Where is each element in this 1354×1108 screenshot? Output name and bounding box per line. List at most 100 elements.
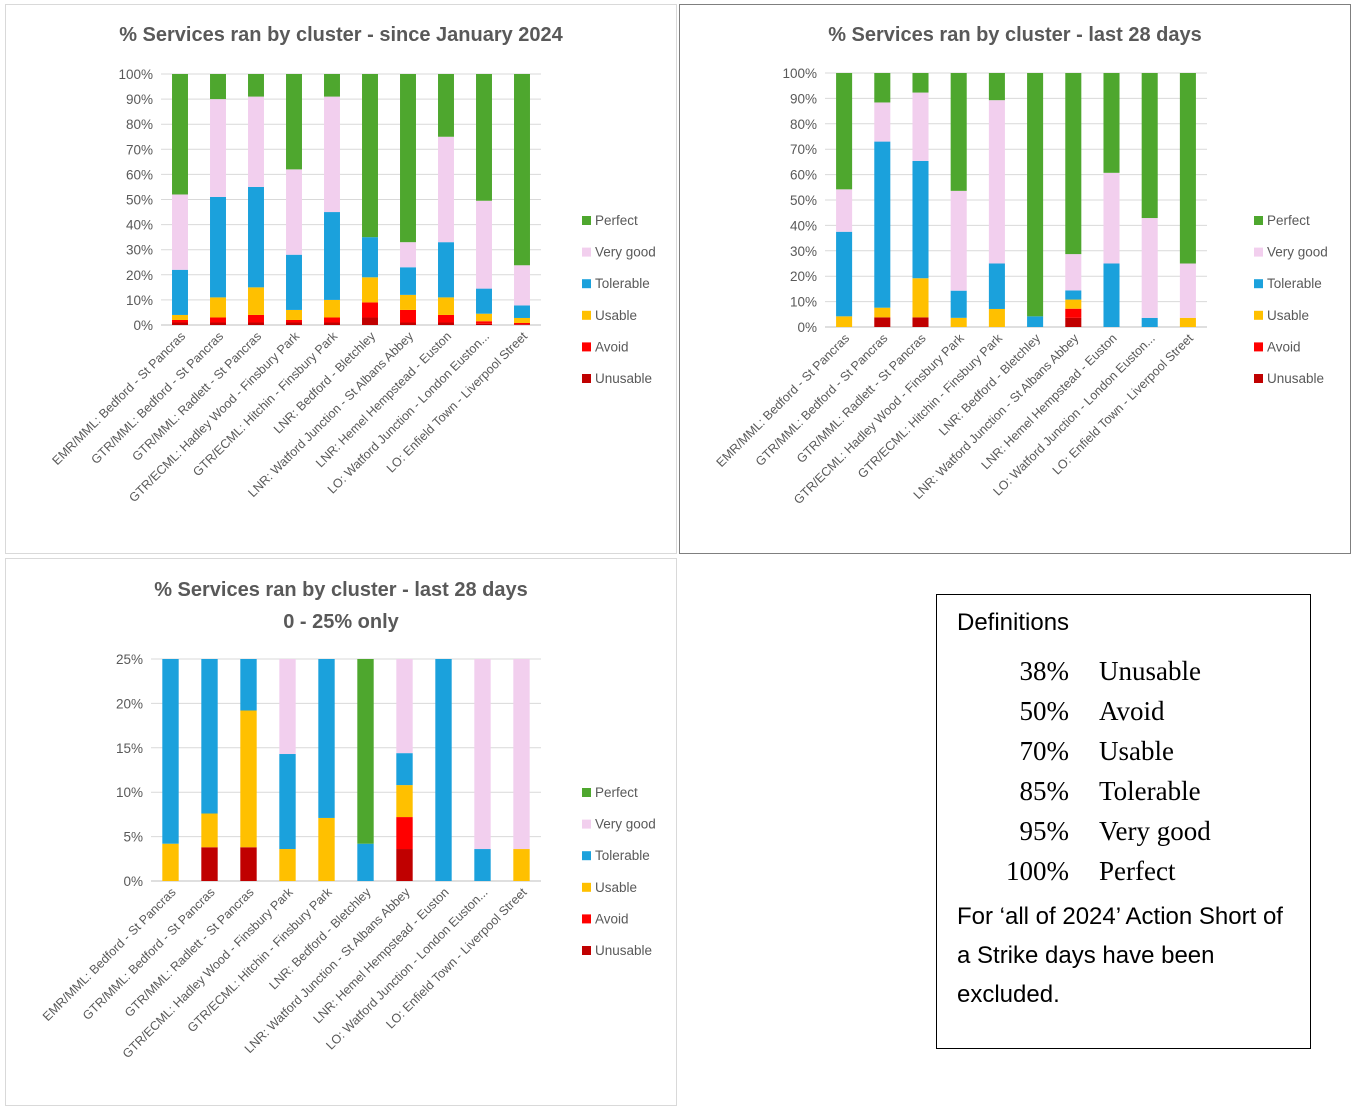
y-tick-label: 40% bbox=[126, 218, 153, 233]
bar-segment-tolerable bbox=[474, 849, 491, 881]
bar-segment-avoid bbox=[1065, 308, 1082, 318]
bar-segment-unusable bbox=[248, 322, 264, 325]
bar-segment-tolerable bbox=[324, 212, 340, 300]
bar-segment-avoid bbox=[400, 309, 416, 323]
bar-segment-very-good bbox=[400, 242, 416, 268]
legend-label-avoid: Avoid bbox=[595, 339, 629, 354]
bar-segment-perfect bbox=[248, 74, 264, 97]
bar-segment-tolerable bbox=[279, 754, 296, 850]
bar-segment-usable bbox=[950, 317, 967, 327]
bar-segment-very-good bbox=[988, 100, 1005, 264]
bar-segment-perfect bbox=[400, 74, 416, 243]
bar-segment-avoid bbox=[362, 302, 378, 318]
bar-segment-usable bbox=[988, 308, 1005, 327]
bar-segment-unusable bbox=[1065, 317, 1082, 327]
bar-segment-perfect bbox=[1103, 73, 1120, 173]
legend-label-avoid: Avoid bbox=[1267, 339, 1301, 354]
legend-swatch-unusable bbox=[582, 374, 591, 383]
definition-threshold: 70% bbox=[1019, 736, 1070, 766]
y-tick-label: 100% bbox=[782, 66, 817, 81]
x-category-label: LO: Enfield Town - Liverpool Street bbox=[1050, 331, 1197, 478]
x-category-label: GTR/ECML: Hitchin - Finsbury Park bbox=[185, 885, 335, 1035]
bar-segment-usable bbox=[438, 297, 454, 315]
definition-row: 100% Perfect bbox=[957, 851, 1290, 891]
x-category-label: LO: Enfield Town - Liverpool Street bbox=[383, 885, 530, 1032]
bar-segment-perfect bbox=[1065, 73, 1082, 255]
bar-segment-unusable bbox=[514, 324, 530, 325]
bar-segment-usable bbox=[240, 710, 257, 848]
legend-swatch-usable bbox=[582, 310, 591, 320]
bar-segment-tolerable bbox=[201, 659, 218, 814]
legend-swatch-avoid bbox=[582, 914, 591, 924]
bar-segment-perfect bbox=[286, 74, 302, 170]
definition-threshold: 95% bbox=[1019, 816, 1070, 846]
y-tick-label: 80% bbox=[790, 117, 817, 132]
legend-swatch-tolerable bbox=[1254, 279, 1263, 289]
y-tick-label: 10% bbox=[116, 785, 143, 800]
bar-segment-perfect bbox=[912, 73, 929, 93]
bar-segment-tolerable bbox=[912, 160, 929, 279]
bar-segment-unusable bbox=[324, 322, 340, 325]
bar-segment-tolerable bbox=[1027, 316, 1044, 327]
legend-label-unusable: Unusable bbox=[1267, 371, 1324, 386]
bar-segment-usable bbox=[396, 785, 413, 818]
bar-segment-very-good bbox=[513, 659, 530, 850]
bar-segment-usable bbox=[362, 277, 378, 303]
definition-label: Unusable bbox=[1099, 656, 1201, 686]
bar-segment-perfect bbox=[362, 74, 378, 238]
bar-segment-usable bbox=[210, 297, 226, 318]
definitions-note: For ‘all of 2024’ Action Short of a Stri… bbox=[957, 903, 1283, 1008]
bar-segment-tolerable bbox=[435, 659, 452, 881]
legend-label-unusable: Unusable bbox=[595, 371, 652, 386]
bar-segment-very-good bbox=[1179, 263, 1196, 318]
bar-segment-unusable bbox=[438, 322, 454, 325]
bar-segment-unusable bbox=[210, 322, 226, 325]
bar-segment-unusable bbox=[201, 847, 218, 881]
bar-segment-unusable bbox=[400, 322, 416, 325]
definitions-title: Definitions bbox=[957, 609, 1070, 636]
bar-segment-very-good bbox=[324, 96, 340, 213]
legend-swatch-tolerable bbox=[582, 851, 591, 861]
chart-last-28-days-0-25: % Services ran by cluster - last 28 days… bbox=[40, 579, 656, 1061]
bar-segment-usable bbox=[286, 309, 302, 320]
bar-segment-usable bbox=[324, 299, 340, 318]
legend-label-very-good: Very good bbox=[1267, 245, 1328, 260]
bar-segment-tolerable bbox=[240, 659, 257, 711]
bar-segment-avoid bbox=[324, 317, 340, 323]
y-tick-label: 10% bbox=[790, 295, 817, 310]
legend-swatch-unusable bbox=[1254, 374, 1263, 383]
y-tick-label: 90% bbox=[790, 91, 817, 106]
legend-swatch-unusable bbox=[582, 946, 591, 955]
chart-since-january-2024: % Services ran by cluster - since Januar… bbox=[50, 24, 656, 505]
bar-segment-tolerable bbox=[400, 267, 416, 295]
bar-segment-avoid bbox=[396, 817, 413, 850]
y-tick-label: 0% bbox=[123, 874, 143, 889]
legend-label-perfect: Perfect bbox=[595, 785, 638, 800]
legend-swatch-perfect bbox=[582, 788, 591, 797]
x-category-label: EMR/MML: Bedford - St Pancras bbox=[50, 329, 189, 468]
bar-segment-tolerable bbox=[396, 753, 413, 786]
bar-segment-unusable bbox=[396, 849, 413, 881]
legend-swatch-avoid bbox=[1254, 342, 1263, 352]
bar-segment-avoid bbox=[248, 314, 264, 323]
bar-segment-perfect bbox=[1179, 73, 1196, 264]
bar-segment-perfect bbox=[324, 74, 340, 97]
chart-title: % Services ran by cluster - since Januar… bbox=[119, 24, 563, 46]
bar-segment-perfect bbox=[1141, 73, 1158, 219]
bar-segment-usable bbox=[201, 813, 218, 848]
legend-label-unusable: Unusable bbox=[595, 943, 652, 958]
bar-segment-very-good bbox=[172, 194, 188, 270]
bar-segment-usable bbox=[279, 849, 296, 881]
definition-label: Usable bbox=[1099, 736, 1174, 766]
y-tick-label: 0% bbox=[797, 320, 817, 335]
y-tick-label: 70% bbox=[126, 142, 153, 157]
y-tick-label: 20% bbox=[116, 696, 143, 711]
legend-swatch-very-good bbox=[582, 247, 591, 257]
bar-segment-tolerable bbox=[172, 269, 188, 315]
definition-label: Avoid bbox=[1099, 696, 1165, 726]
bar-segment-tolerable bbox=[874, 141, 891, 308]
y-tick-label: 60% bbox=[126, 167, 153, 182]
y-tick-label: 10% bbox=[126, 293, 153, 308]
bar-segment-tolerable bbox=[357, 843, 374, 881]
chart-title: % Services ran by cluster - last 28 days bbox=[154, 579, 528, 601]
